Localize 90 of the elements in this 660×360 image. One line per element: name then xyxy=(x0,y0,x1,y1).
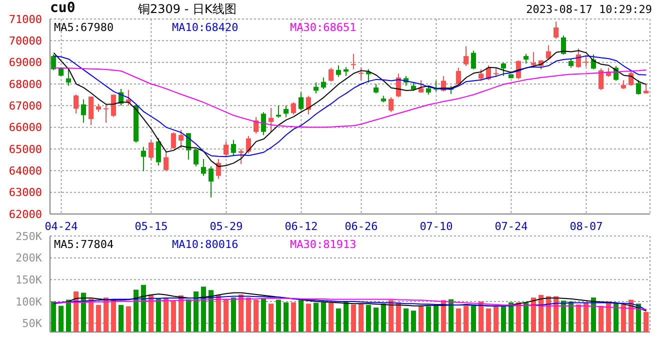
candlestick xyxy=(261,112,266,136)
candlestick xyxy=(644,83,648,94)
candlestick xyxy=(501,62,506,76)
x-tick-label: 06-26 xyxy=(344,220,378,233)
candlestick xyxy=(524,53,528,64)
candlestick xyxy=(216,158,221,180)
candlestick xyxy=(51,54,56,71)
candlestick xyxy=(306,95,311,115)
y-tick-label: 100K xyxy=(16,295,42,308)
y-tick-label: 68000 xyxy=(8,78,42,91)
candlestick xyxy=(568,58,574,68)
y-tick-label: 69000 xyxy=(8,56,42,70)
x-tick-label: 08-07 xyxy=(570,220,603,233)
x-tick-label: 06-12 xyxy=(284,220,318,233)
candlestick xyxy=(208,166,214,198)
y-tick-label: 250K xyxy=(16,230,42,243)
candlestick xyxy=(268,107,274,132)
candlestick xyxy=(478,68,484,82)
candlestick xyxy=(238,148,244,165)
y-tick-label: 71000 xyxy=(8,12,42,26)
chart-title: 铜2309 - 日K线图 xyxy=(138,1,236,18)
candlestick xyxy=(284,104,288,118)
x-tick-label: 07-24 xyxy=(494,220,528,233)
candlestick xyxy=(104,104,108,124)
candlestick xyxy=(66,68,71,86)
y-tick-label: 65000 xyxy=(8,142,42,156)
candlestick xyxy=(246,136,251,154)
candlestick xyxy=(254,116,258,134)
candlestick xyxy=(531,51,536,68)
x-tick-label: 05-29 xyxy=(210,220,243,233)
candlestick xyxy=(74,94,78,114)
candlestick xyxy=(418,80,424,93)
candlestick xyxy=(388,96,394,113)
candlestick xyxy=(148,140,154,160)
candlestick xyxy=(178,129,184,149)
candlestick xyxy=(111,94,116,118)
candlestick xyxy=(598,68,604,91)
text: MA10:68420 xyxy=(172,21,240,34)
candlestick xyxy=(81,98,86,124)
candlestick xyxy=(231,139,236,157)
candlestick xyxy=(358,67,364,81)
candlestick xyxy=(561,34,566,56)
candlestick xyxy=(88,96,94,126)
y-tick-label: 67000 xyxy=(8,100,42,113)
y-tick-label: 200K xyxy=(16,252,42,265)
text: MA10:80016 xyxy=(172,238,240,251)
candlestick xyxy=(366,68,371,83)
candlestick xyxy=(546,44,551,60)
candlestick xyxy=(194,148,198,167)
x-tick-label: 04-24 xyxy=(44,220,78,233)
candlestick xyxy=(584,56,588,68)
candlestick xyxy=(201,158,206,176)
candlestick xyxy=(628,70,634,86)
candlestick xyxy=(351,53,356,70)
candlestick xyxy=(156,138,161,166)
candlestick xyxy=(396,73,401,98)
candlestick xyxy=(328,67,334,82)
series-label: MA5:67980 xyxy=(54,21,115,34)
chart-subtitle: cu0 xyxy=(50,0,76,16)
y-tick-label: 150K xyxy=(16,274,42,287)
candlestick xyxy=(298,92,304,111)
candlestick xyxy=(171,132,176,150)
y-tick-label: 66000 xyxy=(8,121,42,134)
y-tick-label: 62000 xyxy=(8,208,42,221)
candlestick xyxy=(636,80,641,96)
y-tick-label: 70000 xyxy=(8,34,42,48)
candlestick xyxy=(456,67,461,85)
candlestick xyxy=(321,77,326,90)
candlestick xyxy=(374,84,378,94)
text: MA30:81913 xyxy=(290,238,358,251)
text: 2023-08-17 10:29:29 xyxy=(526,3,652,16)
candlestick xyxy=(141,146,146,172)
candlestick xyxy=(464,46,468,67)
candlestick xyxy=(336,64,341,78)
candlestick xyxy=(314,82,318,94)
candlestick xyxy=(471,50,476,70)
candlestick xyxy=(291,102,296,115)
candlestick xyxy=(554,21,558,40)
x-tick-label: 07-10 xyxy=(420,220,453,233)
text: MA5:77804 xyxy=(54,238,115,251)
candlestick xyxy=(164,150,168,172)
text: MA30:68651 xyxy=(290,21,358,34)
candlestick xyxy=(494,67,498,78)
candlestick xyxy=(224,140,228,158)
candlestick xyxy=(591,54,596,70)
y-tick-label: 64000 xyxy=(8,164,42,178)
x-tick-label: 05-15 xyxy=(134,220,168,233)
y-tick-label: 50K xyxy=(22,317,42,330)
candlestick xyxy=(576,48,581,68)
y-tick-label: 63000 xyxy=(8,186,42,200)
